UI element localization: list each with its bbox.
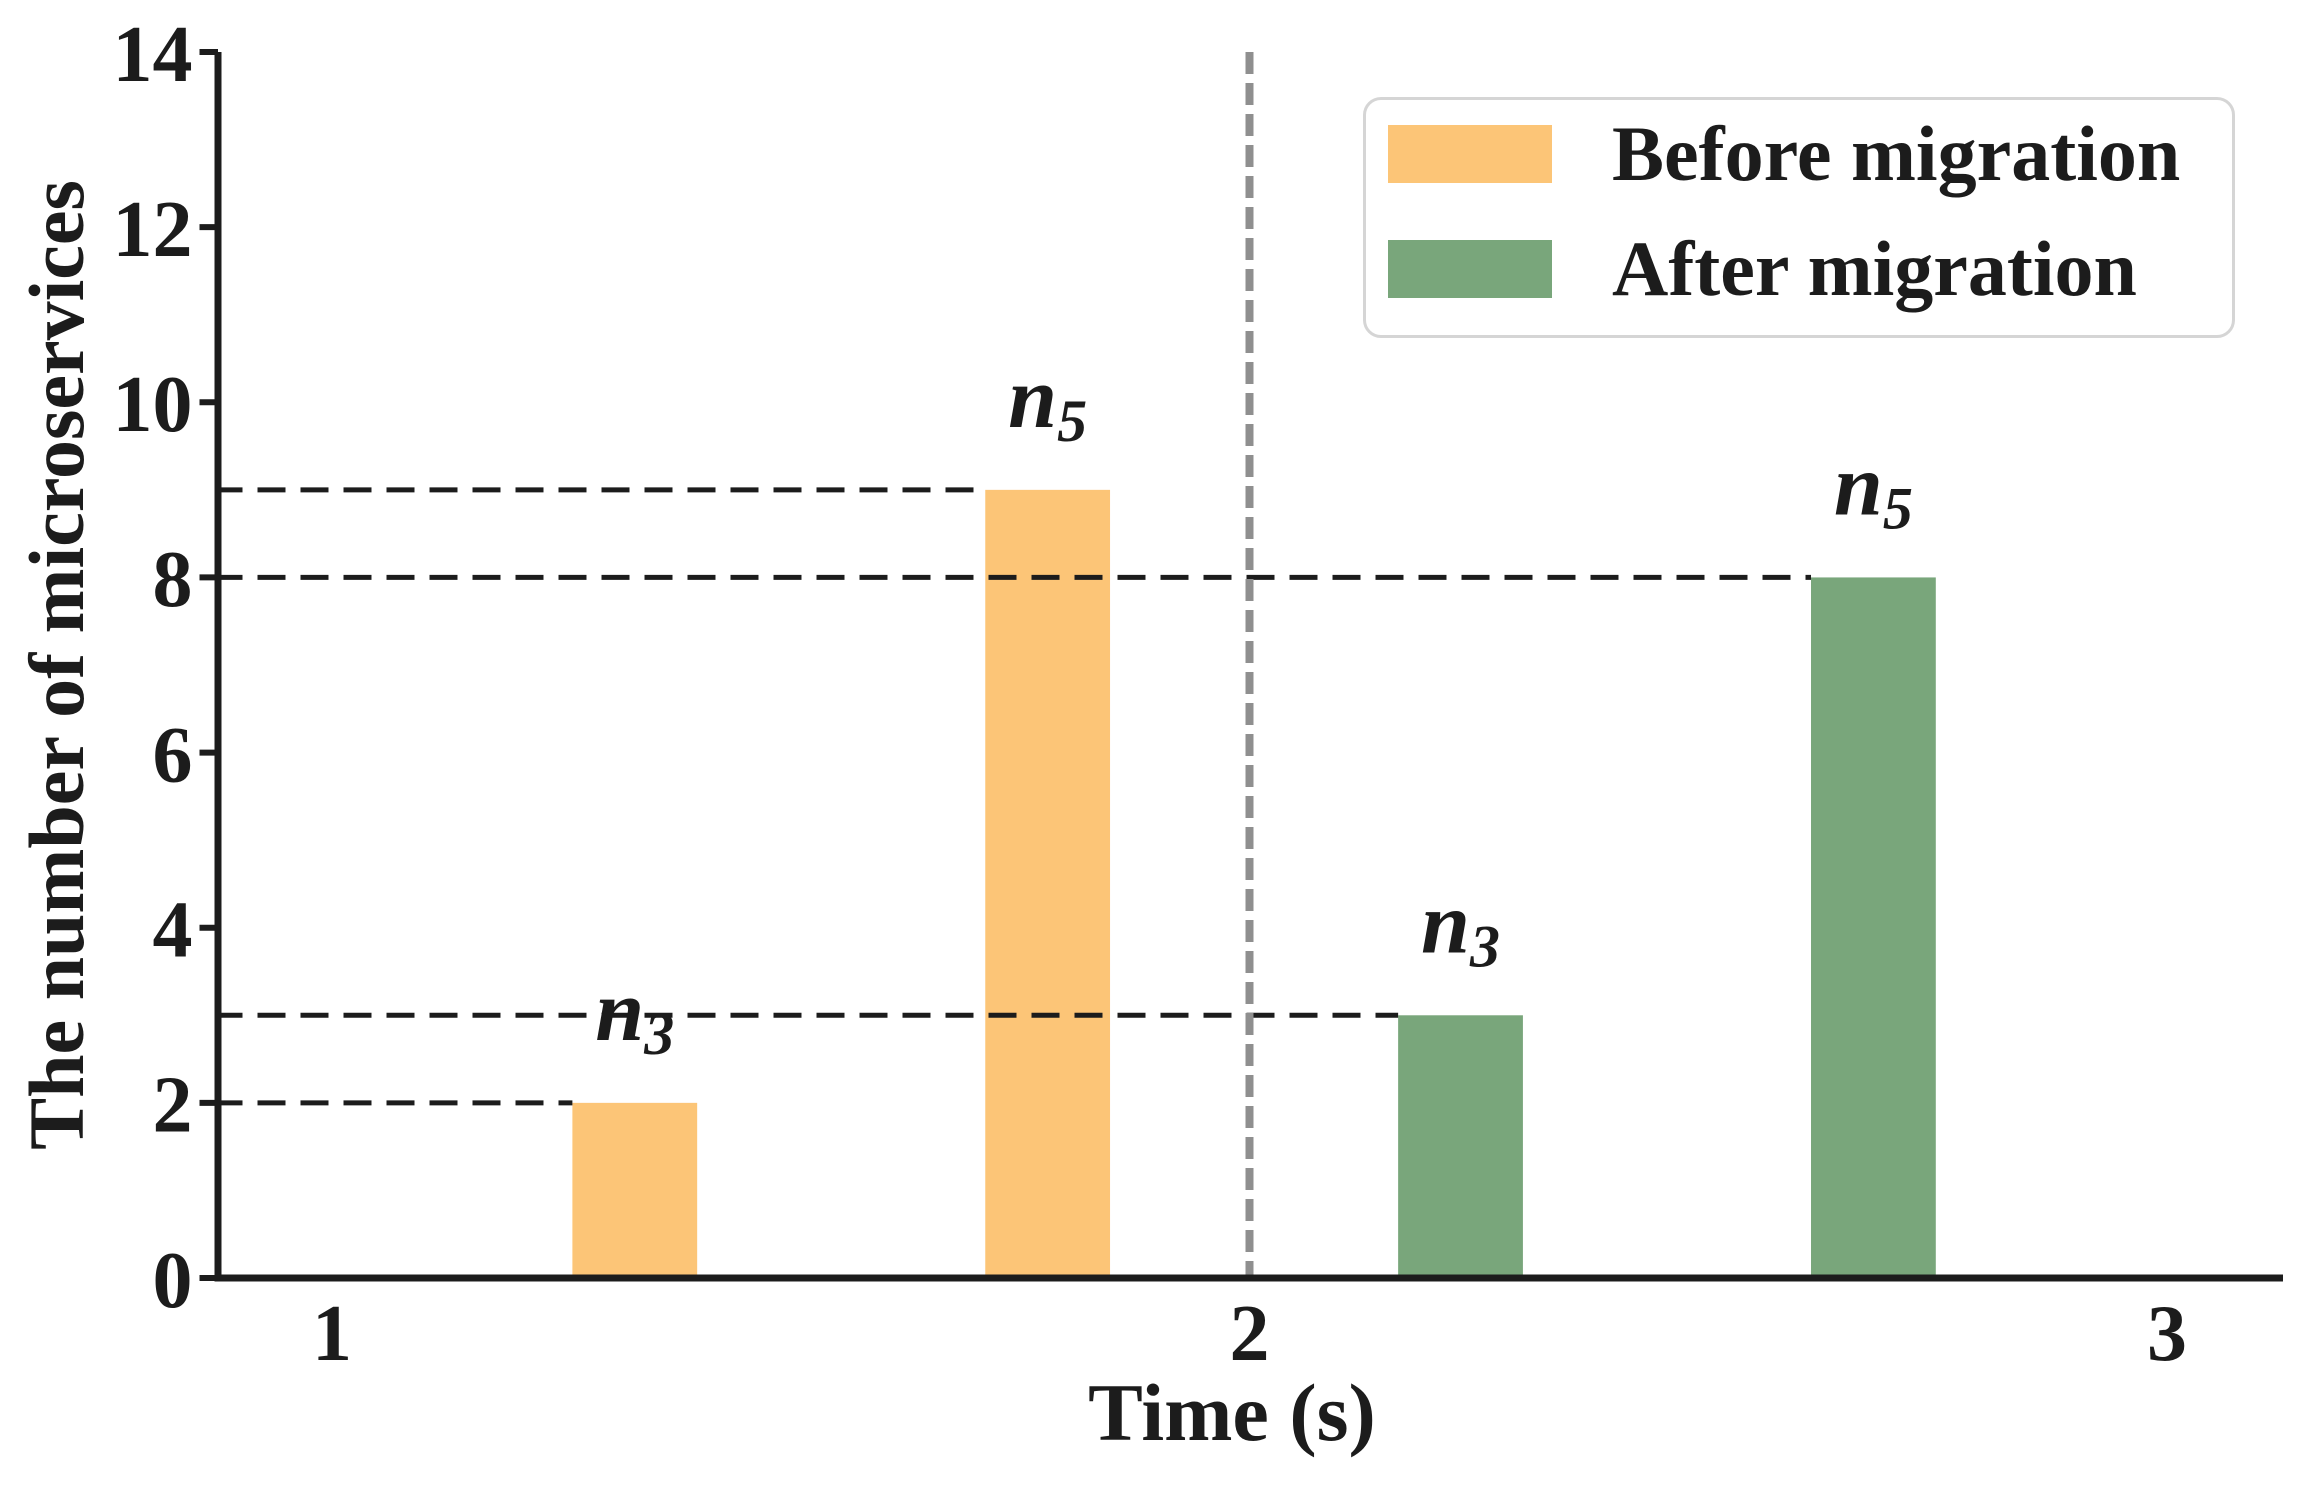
y-tick-label-8: 8 — [153, 536, 193, 624]
x-tick-label-2: 2 — [1230, 1290, 1270, 1378]
x-axis-title: Time (s) — [1088, 1367, 1376, 1458]
y-tick-label-4: 4 — [153, 887, 193, 975]
y-tick-label-12: 12 — [113, 186, 193, 274]
y-tick-label-10: 10 — [113, 361, 193, 449]
bar-label-n5: n5 — [1834, 437, 1913, 541]
bar-after-migration-n3 — [1398, 1015, 1523, 1278]
legend-entry-after-migration: After migration — [1388, 225, 2137, 312]
y-tick-label-6: 6 — [153, 711, 193, 799]
legend-entry-before-migration: Before migration — [1388, 110, 2181, 197]
bar-label-n3: n3 — [1421, 875, 1500, 979]
bar-before-migration-n5 — [985, 489, 1111, 1278]
legend-swatch-before-migration — [1388, 125, 1552, 183]
legend-label-after-migration: After migration — [1612, 225, 2137, 312]
bar-before-migration-n3 — [572, 1102, 698, 1278]
legend: Before migration After migration — [1363, 97, 2235, 338]
bar-after-migration-n5 — [1811, 577, 1936, 1278]
bar-label-n5: n5 — [1008, 350, 1087, 454]
legend-swatch-after-migration — [1388, 240, 1552, 298]
y-tick-label-0: 0 — [153, 1237, 193, 1325]
x-tick-label-1: 1 — [312, 1290, 352, 1378]
x-tick-label-3: 3 — [2147, 1290, 2187, 1378]
legend-label-before-migration: Before migration — [1612, 110, 2181, 197]
y-tick-label-2: 2 — [153, 1062, 193, 1150]
y-tick-label-14: 14 — [113, 11, 193, 99]
bar-label-n3: n3 — [595, 963, 674, 1067]
y-axis-title: The number of microservices — [13, 180, 100, 1150]
